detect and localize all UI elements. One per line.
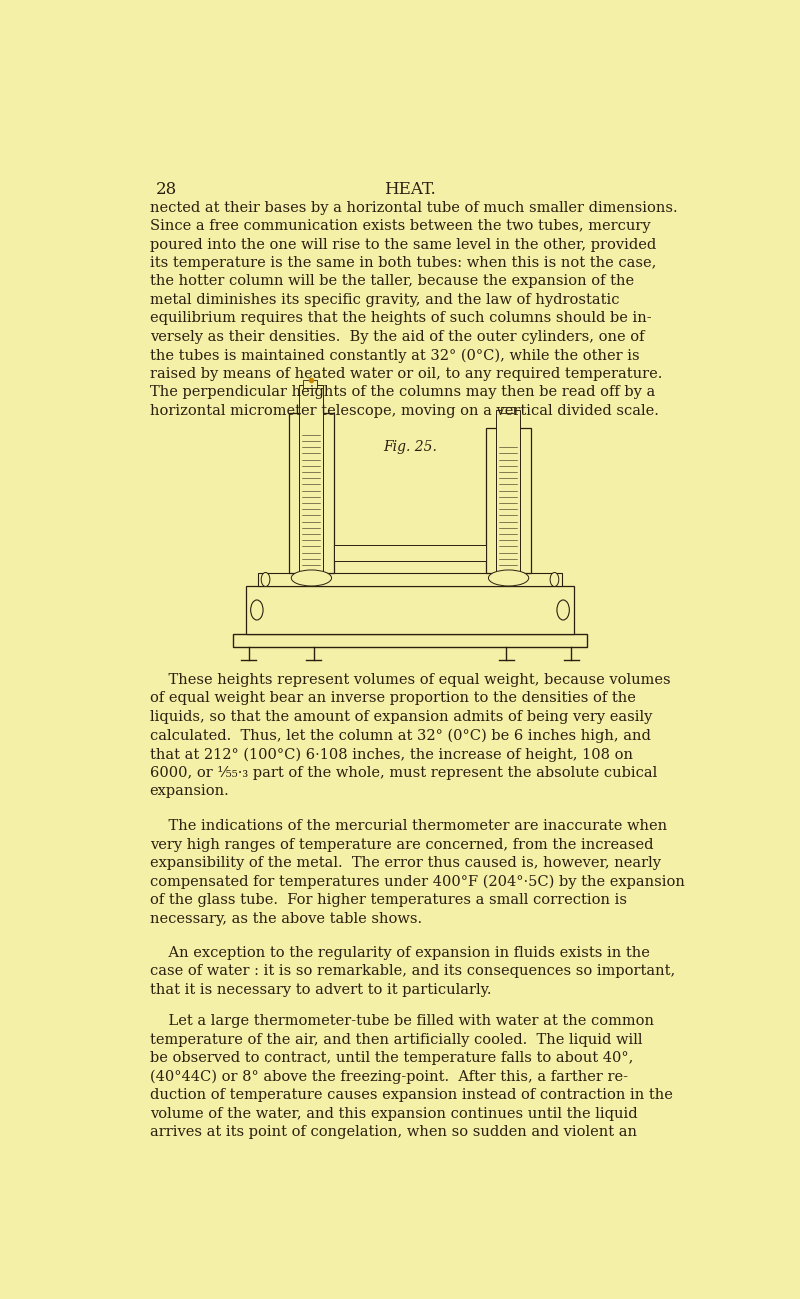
Text: Let a large thermometer-tube be filled with water at the common
temperature of t: Let a large thermometer-tube be filled w… — [150, 1015, 673, 1139]
Bar — [246, 586, 574, 634]
Bar — [334, 546, 486, 561]
Text: An exception to the regularity of expansion in fluids exists in the
case of wate: An exception to the regularity of expans… — [150, 946, 675, 996]
Bar — [501, 407, 514, 413]
Bar — [486, 427, 531, 573]
Text: HEAT.: HEAT. — [384, 181, 436, 197]
Ellipse shape — [291, 570, 331, 586]
Circle shape — [250, 600, 263, 620]
Ellipse shape — [489, 570, 529, 586]
Bar — [496, 410, 520, 573]
Text: These heights represent volumes of equal weight, because volumes
of equal weight: These heights represent volumes of equal… — [150, 673, 670, 799]
Text: nected at their bases by a horizontal tube of much smaller dimensions.
Since a f: nected at their bases by a horizontal tu… — [150, 201, 678, 418]
Bar — [234, 634, 586, 647]
Circle shape — [557, 600, 570, 620]
Bar — [289, 413, 334, 573]
Bar — [258, 573, 562, 586]
Circle shape — [262, 573, 270, 586]
Text: The indications of the mercurial thermometer are inaccurate when
very high range: The indications of the mercurial thermom… — [150, 820, 685, 926]
Circle shape — [550, 573, 559, 586]
Bar — [303, 379, 317, 388]
Text: Fig. 25.: Fig. 25. — [383, 440, 437, 453]
Bar — [299, 385, 322, 573]
Text: 28: 28 — [156, 181, 177, 197]
